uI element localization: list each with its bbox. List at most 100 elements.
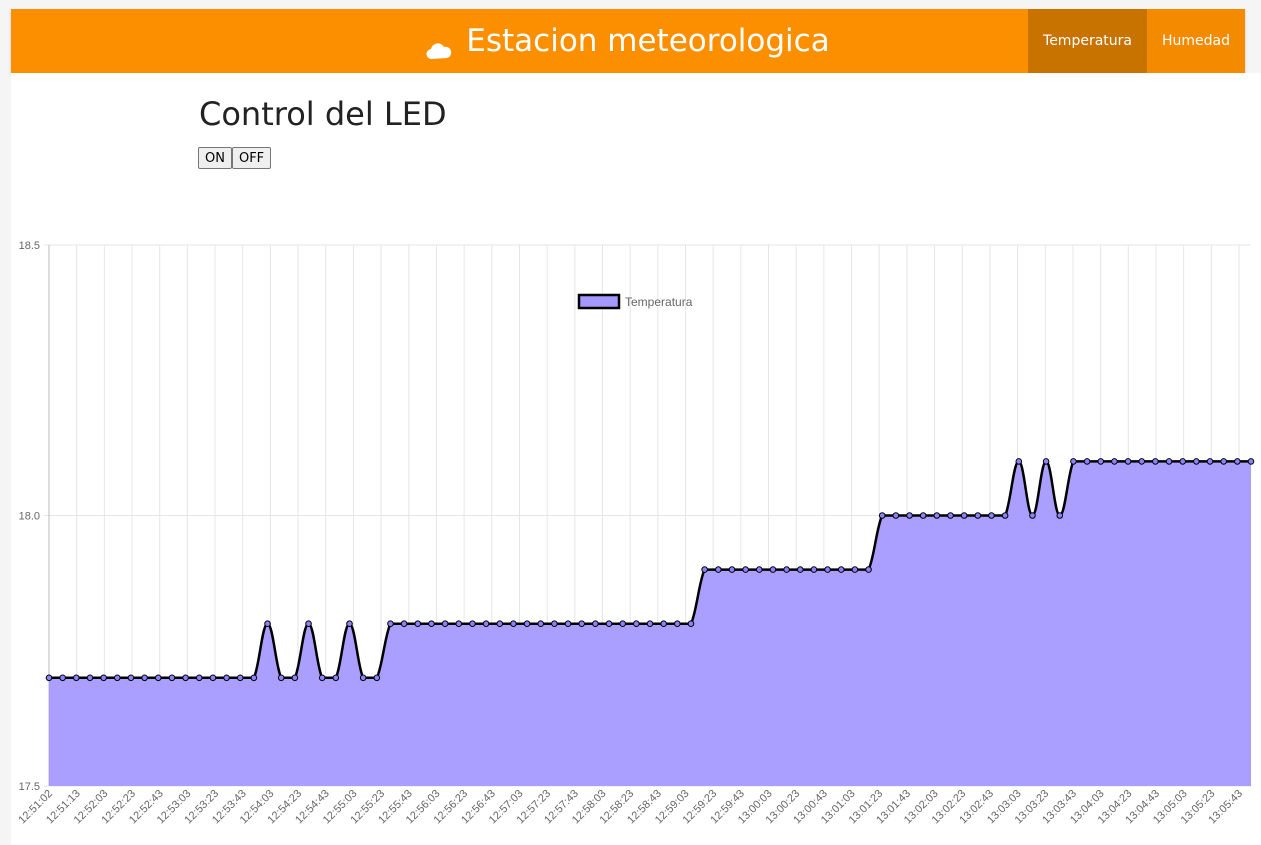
data-point — [1220, 458, 1227, 465]
data-point — [45, 674, 53, 682]
data-point — [1001, 512, 1009, 519]
data-point — [783, 566, 790, 573]
data-point — [510, 620, 517, 628]
data-point — [878, 512, 886, 519]
data-point — [182, 674, 189, 682]
data-point — [305, 620, 312, 628]
legend-label: Temperatura — [625, 295, 693, 309]
data-point — [414, 620, 422, 628]
data-point — [250, 674, 258, 682]
data-point — [264, 620, 271, 628]
led-off-button[interactable]: OFF — [231, 147, 272, 169]
data-point — [1247, 458, 1255, 465]
data-point — [1179, 458, 1187, 465]
data-point — [168, 674, 176, 682]
data-point — [387, 620, 394, 628]
data-point — [1042, 458, 1050, 465]
data-point — [73, 674, 80, 682]
data-point — [796, 566, 804, 573]
data-point — [141, 674, 148, 682]
data-point — [564, 620, 572, 628]
data-point — [947, 512, 954, 519]
data-point — [1056, 512, 1064, 519]
data-point — [742, 566, 749, 573]
data-point — [769, 566, 777, 573]
data-point — [291, 674, 299, 682]
data-point — [482, 620, 490, 628]
data-point — [714, 566, 722, 573]
y-tick-label: 18.0 — [19, 511, 40, 523]
data-point — [400, 620, 408, 628]
data-point — [1029, 512, 1036, 519]
led-buttons: ON OFF — [198, 147, 272, 169]
data-point — [209, 674, 217, 682]
data-point — [592, 620, 599, 628]
data-point — [701, 566, 708, 573]
data-point — [810, 566, 818, 573]
led-on-button[interactable]: ON — [198, 147, 232, 169]
data-point — [318, 674, 326, 682]
data-point — [277, 674, 285, 682]
data-point — [1193, 458, 1200, 465]
data-point — [100, 674, 107, 682]
data-point — [223, 674, 230, 682]
data-point — [332, 674, 340, 682]
data-point — [578, 620, 586, 628]
data-point — [919, 512, 927, 519]
data-point — [1015, 458, 1023, 465]
data-point — [127, 674, 135, 682]
data-point — [755, 566, 763, 573]
app-title: Estacion meteorologica — [466, 23, 830, 59]
data-point — [1111, 458, 1118, 465]
led-control-title: Control del LED — [199, 95, 447, 133]
data-point — [455, 620, 463, 628]
data-point — [605, 620, 613, 628]
data-point — [1097, 458, 1105, 465]
nav-tabs: Temperatura Humedad — [1028, 9, 1245, 73]
data-point — [687, 620, 695, 628]
data-point — [660, 620, 667, 628]
legend-swatch — [577, 293, 621, 310]
y-tick-label: 18.5 — [19, 240, 40, 252]
data-point — [346, 620, 353, 628]
data-point — [633, 620, 640, 628]
data-point — [892, 512, 900, 519]
data-point — [933, 512, 941, 519]
data-point — [496, 620, 504, 628]
data-point — [906, 512, 913, 519]
main-content: Control del LED ON OFF 18.5 18.0 17.5 12:51… — [11, 73, 1261, 845]
data-point — [674, 620, 681, 628]
data-point — [195, 674, 203, 682]
data-point — [1234, 458, 1241, 465]
data-point — [154, 674, 162, 682]
y-tick-label: 17.5 — [19, 781, 40, 793]
data-point — [469, 620, 476, 628]
temperature-chart: 18.518.017.512:51:0212:51:1312:52:0312:5… — [16, 240, 1255, 826]
data-point — [960, 512, 968, 519]
data-point — [236, 674, 244, 682]
data-point — [551, 620, 558, 628]
data-point — [824, 566, 831, 573]
data-point — [1138, 458, 1146, 465]
data-point — [113, 674, 121, 682]
data-point — [86, 674, 94, 682]
data-point — [1124, 458, 1132, 465]
data-point — [837, 566, 845, 573]
data-point — [1152, 458, 1159, 465]
cloud-icon — [426, 32, 452, 60]
tab-humedad[interactable]: Humedad — [1146, 9, 1245, 73]
data-point — [646, 620, 654, 628]
data-point — [1083, 458, 1091, 465]
data-point — [441, 620, 449, 628]
data-point — [523, 620, 531, 628]
data-point — [537, 620, 545, 628]
data-point — [373, 674, 381, 682]
data-point — [59, 674, 66, 682]
data-point — [1070, 458, 1077, 465]
data-point — [1206, 458, 1214, 465]
data-point — [851, 566, 859, 573]
data-point — [359, 674, 367, 682]
navbar: Estacion meteorologica Temperatura Humed… — [11, 9, 1245, 73]
tab-temperatura[interactable]: Temperatura — [1028, 9, 1147, 73]
data-point — [1165, 458, 1173, 465]
